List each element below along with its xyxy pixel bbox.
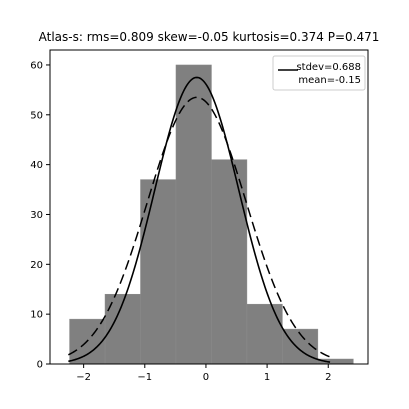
histogram-bar (175, 64, 212, 365)
histogram-bar (140, 179, 177, 365)
histogram-bar (246, 303, 283, 365)
legend-box (272, 55, 366, 91)
x-tick-label: −1 (137, 372, 152, 383)
solid-fit-curve (68, 76, 331, 363)
axes-frame (49, 49, 369, 365)
y-tick-label: 60 (30, 60, 43, 71)
legend: stdev=0.688 mean=-0.15 (272, 55, 366, 91)
y-tick-label: 40 (30, 160, 43, 171)
x-axis-ticks: −2 −1 0 1 2 (76, 364, 331, 383)
y-tick-label: 30 (30, 210, 43, 221)
legend-mean-label: mean=-0.15 (298, 75, 361, 86)
x-tick-label: 0 (203, 372, 209, 383)
histogram-bars (69, 64, 354, 365)
histogram-bar (211, 159, 248, 365)
legend-stdev-label: stdev=0.688 (296, 62, 361, 73)
x-tick-label: −2 (76, 372, 91, 383)
dashed-fit-curve (68, 96, 331, 358)
fit-curves (68, 76, 331, 363)
chart-title: Atlas-s: rms=0.809 skew=-0.05 kurtosis=0… (39, 30, 380, 44)
y-tick-label: 10 (30, 310, 43, 321)
y-tick-label: 50 (30, 110, 43, 121)
x-tick-label: 1 (264, 372, 270, 383)
y-tick-label: 20 (30, 260, 43, 271)
y-axis-ticks: 0 10 20 30 40 50 60 (30, 60, 50, 371)
y-tick-label: 0 (37, 360, 43, 371)
x-tick-label: 2 (325, 372, 331, 383)
